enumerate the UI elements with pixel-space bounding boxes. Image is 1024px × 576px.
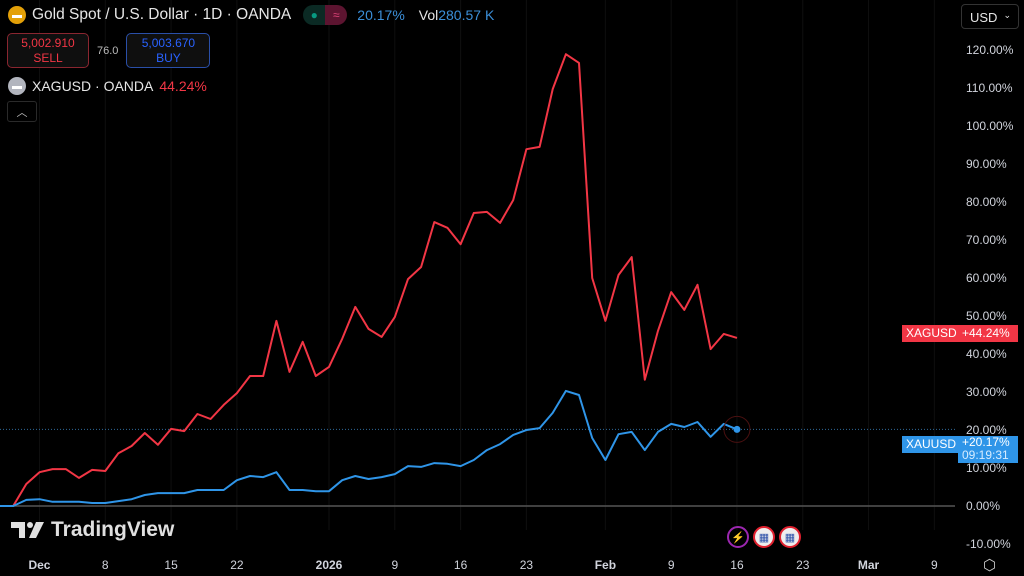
lightning-event-icon[interactable]: ⚡: [727, 526, 749, 548]
xagusd-series-tag: XAGUSD: [902, 325, 961, 342]
x-tick-label: 8: [102, 558, 109, 572]
sell-price: 5,002.910: [21, 36, 75, 50]
tradingview-logo-icon: [11, 522, 44, 538]
buy-button[interactable]: 5,003.670 BUY: [126, 33, 211, 68]
symbol-title[interactable]: Gold Spot / U.S. Dollar · 1D · OANDA: [32, 6, 292, 23]
xauusd-line: [0, 389, 738, 507]
buy-price: 5,003.670: [141, 36, 196, 50]
xauusd-value: +20.17%: [962, 435, 1010, 449]
bar-countdown: 09:19:31: [962, 448, 1009, 462]
sell-label: SELL: [33, 51, 63, 65]
chart-settings-icon[interactable]: ⬡: [983, 557, 997, 574]
y-tick-label: 10.00%: [966, 461, 1007, 475]
x-tick-label: 2026: [316, 558, 343, 572]
x-tick-label: 16: [730, 558, 744, 572]
x-tick-label: Dec: [28, 558, 50, 572]
xauusd-series-tag: XAUUSD: [902, 436, 961, 453]
silver-coin-icon: ▬: [8, 77, 26, 95]
y-tick-label: 110.00%: [966, 81, 1013, 95]
currency-select[interactable]: USD ⌄: [961, 4, 1019, 29]
compare-change: 44.24%: [159, 78, 207, 94]
us-flag-event-icon[interactable]: ▦: [753, 526, 775, 548]
us-flag-event-icon[interactable]: ▦: [779, 526, 801, 548]
y-tick-label: 60.00%: [966, 271, 1007, 285]
chevron-down-icon: ⌄: [1003, 10, 1011, 20]
x-tick-label: 23: [796, 558, 810, 572]
y-tick-label: 100.00%: [966, 119, 1014, 133]
y-tick-label: 120.00%: [966, 43, 1014, 57]
last-point-marker: [733, 425, 741, 433]
x-tick-label: 9: [931, 558, 938, 572]
collapse-legend-button[interactable]: ︿: [7, 101, 37, 122]
market-open-icon: ●: [303, 5, 326, 25]
xagusd-value-tag: +44.24%: [958, 325, 1018, 342]
spread: 76.0: [97, 44, 119, 57]
x-tick-label: 15: [164, 558, 178, 572]
x-tick-label: 9: [668, 558, 675, 572]
y-tick-label: 90.00%: [966, 157, 1007, 171]
gold-coin-icon: ▬: [8, 6, 26, 24]
x-tick-label: 23: [520, 558, 534, 572]
y-tick-label: 70.00%: [966, 233, 1007, 247]
trade-panel: 5,002.910 SELL 76.0 5,003.670 BUY: [7, 33, 211, 68]
volume-label: Vol: [418, 7, 439, 23]
x-tick-label: Feb: [595, 558, 616, 572]
xauusd-value-tag: +20.17% 09:19:31: [958, 436, 1018, 463]
last-point-halo: [723, 415, 751, 443]
brand-name: TradingView: [51, 518, 175, 541]
y-tick-label: 30.00%: [966, 385, 1007, 399]
y-tick-label: -10.00%: [966, 537, 1011, 551]
volume: Vol280.57 K: [419, 7, 495, 23]
y-tick-label: 80.00%: [966, 195, 1007, 209]
status-pill[interactable]: ● ≈: [303, 5, 348, 25]
symbol-change: 20.17%: [357, 7, 405, 23]
x-tick-label: 9: [391, 558, 398, 572]
volume-value: 280.57 K: [438, 7, 495, 23]
x-tick-label: 22: [230, 558, 244, 572]
x-tick-label: 16: [454, 558, 468, 572]
symbol-header: ▬ Gold Spot / U.S. Dollar · 1D · OANDA ●…: [8, 5, 494, 25]
sell-button[interactable]: 5,002.910 SELL: [7, 33, 89, 68]
compare-symbol: XAGUSD · OANDA: [32, 78, 154, 94]
wave-icon: ≈: [325, 5, 348, 25]
y-tick-label: 20.00%: [966, 423, 1007, 437]
xagusd-line: [0, 53, 738, 507]
x-tick-label: Mar: [858, 558, 880, 572]
y-tick-label: 50.00%: [966, 309, 1007, 323]
tradingview-logo[interactable]: TradingView: [11, 518, 174, 542]
y-tick-label: 40.00%: [966, 347, 1007, 361]
y-tick-label: 0.00%: [966, 499, 1000, 513]
currency-value: USD: [970, 10, 998, 25]
buy-label: BUY: [156, 51, 181, 65]
compare-legend[interactable]: ▬ XAGUSD · OANDA 44.24%: [8, 77, 207, 95]
